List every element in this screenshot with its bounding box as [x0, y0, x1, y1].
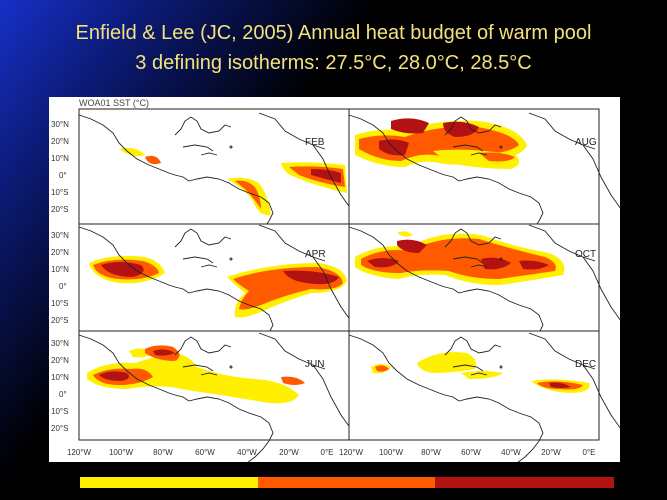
lat-label: 20°S: [51, 316, 68, 325]
lat-label: 20°S: [51, 205, 68, 214]
slide-title-line-1: Enfield & Lee (JC, 2005) Annual heat bud…: [75, 22, 592, 44]
month-label: DEC: [575, 359, 596, 370]
lon-axis-right: 120°W 100°W 80°W 60°W 40°W 20°W 0°E: [339, 448, 596, 457]
lon-label: 20°W: [541, 448, 561, 457]
lat-label: 30°N: [51, 231, 69, 240]
lon-label: 40°W: [237, 448, 257, 457]
lat-label: 10°N: [51, 154, 69, 163]
month-label: AUG: [575, 137, 597, 148]
lat-label: 0°: [59, 171, 67, 180]
lon-label: 80°W: [153, 448, 173, 457]
lon-axis-left: 120°W 100°W 80°W 60°W 40°W 20°W 0°E: [67, 448, 334, 457]
panel-jun: JUN: [78, 330, 352, 462]
lon-label: 120°W: [339, 448, 364, 457]
month-label: OCT: [575, 249, 596, 260]
lat-label: 0°: [59, 390, 67, 399]
lat-label: 30°N: [51, 339, 69, 348]
lat-label: 10°N: [51, 373, 69, 382]
month-label: APR: [305, 249, 326, 260]
panel-aug: AUG: [348, 108, 620, 244]
lon-label: 100°W: [109, 448, 134, 457]
slide-title-line-2: 3 defining isotherms: 27.5°C, 28.0°C, 28…: [135, 52, 532, 74]
panel-apr: APR: [78, 223, 352, 356]
lat-label: 10°S: [51, 407, 68, 416]
lat-label: 20°N: [51, 137, 69, 146]
lat-label: 20°S: [51, 424, 68, 433]
lon-label: 60°W: [461, 448, 481, 457]
lon-label: 0°E: [583, 448, 596, 457]
lat-axis-middle: 30°N 20°N 10°N 0° 10°S 20°S: [51, 231, 69, 325]
colorbar-label: 29: [603, 461, 617, 475]
month-label: FEB: [305, 137, 325, 148]
panel-oct: OCT: [348, 223, 620, 356]
lat-axis-bottom: 30°N 20°N 10°N 0° 10°S 20°S: [51, 339, 69, 433]
lat-label: 10°N: [51, 265, 69, 274]
lat-label: 10°S: [51, 188, 68, 197]
lat-label: 0°: [59, 282, 67, 291]
colorbar-segment-orange: [258, 477, 435, 488]
panel-dec: DEC: [348, 330, 620, 462]
sst-figure: WOA01 SST (°C) FEB AUG APR: [49, 97, 620, 462]
lon-label: 40°W: [501, 448, 521, 457]
lat-label: 20°N: [51, 356, 69, 365]
lat-axis-top: 30°N 20°N 10°N 0° 10°S 20°S: [51, 120, 69, 214]
lon-label: 60°W: [195, 448, 215, 457]
lat-label: 10°S: [51, 299, 68, 308]
lon-label: 0°E: [321, 448, 334, 457]
lon-label: 20°W: [279, 448, 299, 457]
month-label: JUN: [305, 359, 324, 370]
lat-label: 30°N: [51, 120, 69, 129]
colorbar-label: 28.5: [417, 461, 441, 475]
figure-header: WOA01 SST (°C): [79, 98, 149, 108]
panel-feb: FEB: [78, 108, 352, 244]
lon-label: 80°W: [421, 448, 441, 457]
lon-label: 100°W: [379, 448, 404, 457]
lon-label: 120°W: [67, 448, 92, 457]
colorbar-label: 27.5: [68, 461, 92, 475]
colorbar-segment-yellow: [80, 477, 258, 488]
colorbar-label: 28: [249, 461, 263, 475]
colorbar-segment-red: [435, 477, 614, 488]
lat-label: 20°N: [51, 248, 69, 257]
